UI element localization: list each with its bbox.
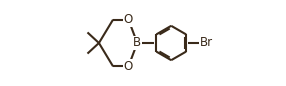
Text: O: O	[124, 60, 133, 73]
Text: B: B	[133, 36, 141, 50]
Text: Br: Br	[200, 36, 213, 50]
Text: O: O	[124, 13, 133, 26]
